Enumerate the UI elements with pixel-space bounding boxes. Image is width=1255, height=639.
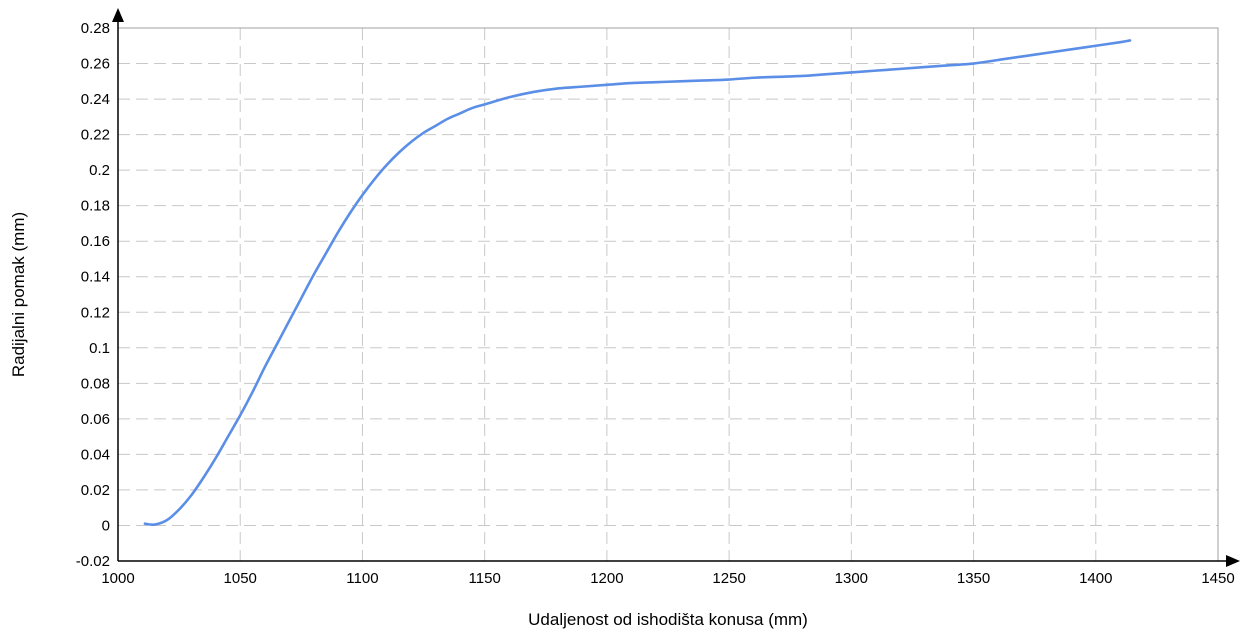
x-tick-label: 1400	[1079, 570, 1112, 587]
plot-frame	[117, 27, 1219, 562]
x-tick-label: 1300	[835, 570, 868, 587]
y-tick-label: 0.28	[81, 20, 110, 37]
x-axis-arrow	[1226, 555, 1240, 567]
horizontal-gridlines	[118, 63, 1218, 526]
y-tick-label: 0.22	[81, 127, 110, 144]
y-tick-label: 0.14	[81, 269, 110, 286]
y-tick-label: 0.16	[81, 233, 110, 250]
x-axis-title: Udaljenost od ishodišta konusa (mm)	[528, 610, 808, 629]
x-tick-label: 1150	[469, 570, 501, 587]
x-tick-label: 1350	[957, 570, 990, 587]
y-tick-label: 0.24	[81, 91, 110, 108]
y-tick-label: 0.2	[89, 162, 110, 179]
x-tick-label: 1200	[590, 570, 623, 587]
x-tick-labels: 1000 1050 1100 1150 1200 1250 1300 1350 1400 1450	[101, 570, 1234, 587]
y-tick-label: 0.06	[81, 411, 110, 428]
axes	[112, 8, 1240, 567]
y-axis-arrow	[112, 8, 124, 22]
y-tick-label: -0.02	[76, 553, 110, 570]
x-tick-label: 1100	[346, 570, 378, 587]
y-tick-label: 0.08	[81, 375, 110, 392]
y-tick-label: 0.12	[81, 304, 110, 321]
y-tick-label: 0.04	[81, 446, 110, 463]
x-tick-label: 1250	[712, 570, 745, 587]
y-tick-labels: -0.02 0 0.02 0.04 0.06 0.08 0.1 0.12 0.14 0.16 0.1…	[76, 20, 110, 570]
y-tick-label: 0.1	[89, 340, 110, 357]
x-tick-label: 1000	[101, 570, 134, 587]
y-tick-label: 0.02	[81, 482, 110, 499]
series-line	[143, 39, 1132, 527]
vertical-gridlines	[239, 28, 1097, 561]
x-tick-label: 1450	[1201, 570, 1234, 587]
x-tick-label: 1050	[224, 570, 257, 587]
y-tick-label: 0	[102, 517, 110, 534]
y-tick-label: 0.18	[81, 198, 110, 215]
y-tick-label: 0.26	[81, 56, 110, 73]
y-axis-title: Radijalni pomak (mm)	[9, 212, 28, 377]
